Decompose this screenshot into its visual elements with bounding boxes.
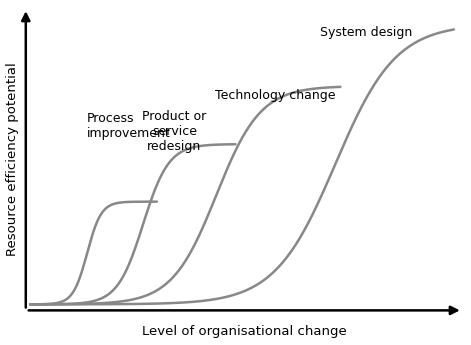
Text: Level of organisational change: Level of organisational change <box>142 325 347 338</box>
Text: Process
improvement: Process improvement <box>87 112 171 140</box>
Text: Resource efficiency potential: Resource efficiency potential <box>6 62 19 256</box>
Text: Technology change: Technology change <box>215 89 335 102</box>
Text: Product or
service
redesign: Product or service redesign <box>142 110 206 153</box>
Text: System design: System design <box>320 26 413 39</box>
